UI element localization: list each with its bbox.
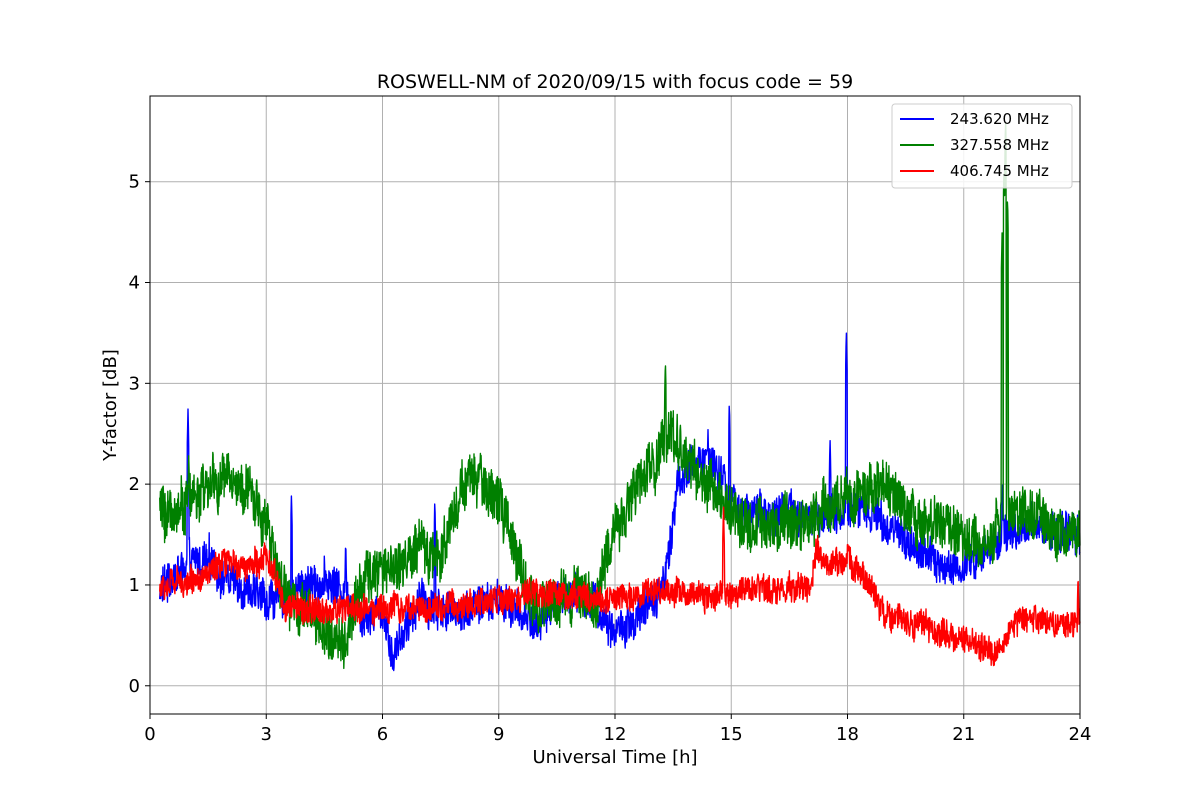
series-line	[159, 332, 1081, 672]
y-axis-label: Y-factor [dB]	[100, 349, 121, 462]
legend-entry: 406.745 MHz	[950, 162, 1049, 180]
y-tick-label: 1	[129, 575, 140, 596]
x-tick-label: 6	[377, 724, 388, 745]
y-tick-label: 0	[129, 676, 140, 697]
series-layer	[159, 121, 1081, 672]
chart-title: ROSWELL-NM of 2020/09/15 with focus code…	[377, 71, 853, 93]
y-tick-label: 5	[129, 172, 140, 193]
x-tick-label: 0	[144, 724, 155, 745]
x-tick-label: 9	[493, 724, 504, 745]
x-tick-label: 18	[836, 724, 859, 745]
x-axis-label: Universal Time [h]	[532, 747, 697, 768]
legend-box	[891, 103, 1073, 189]
x-tick-label: 3	[261, 724, 272, 745]
x-tick-label: 15	[720, 724, 743, 745]
legend-entry: 243.620 MHz	[950, 110, 1049, 128]
y-tick-label: 4	[129, 273, 140, 294]
x-tick-label: 24	[1069, 724, 1092, 745]
legend: 243.620 MHz 327.558 MHz 406.745 MHz	[891, 103, 1073, 189]
x-tick-label: 12	[604, 724, 627, 745]
x-tick-label: 21	[952, 724, 975, 745]
y-tick-label: 2	[129, 474, 140, 495]
y-tick-label: 3	[129, 373, 140, 394]
legend-entry: 327.558 MHz	[950, 136, 1049, 154]
series-line	[159, 506, 1081, 667]
